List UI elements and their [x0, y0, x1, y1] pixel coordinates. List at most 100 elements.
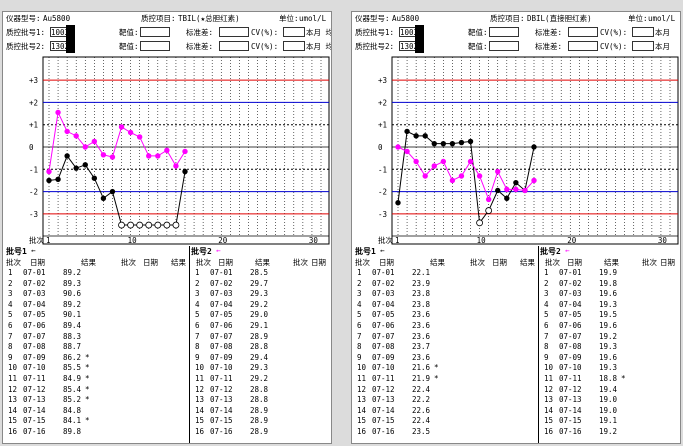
data-point-2	[155, 153, 161, 159]
lot2-row-date: 07-08	[210, 342, 233, 352]
lot1-row-result: 21.6	[412, 363, 431, 373]
lot2-row-date: 07-10	[210, 363, 233, 373]
y-tick-label: -2	[29, 188, 38, 197]
cv-label: CV(%):	[600, 28, 628, 37]
lot2-row-date: 07-14	[559, 405, 582, 415]
x-tick-label: 20	[218, 236, 228, 245]
lot1-row-batch: 16	[8, 427, 18, 436]
data-point-2	[504, 186, 510, 193]
lot1-row-batch: 8	[8, 342, 13, 352]
plot-area	[391, 56, 679, 245]
data-point-1	[109, 188, 116, 195]
data-point-2	[495, 168, 501, 175]
data-point-2	[146, 153, 152, 159]
target-label: 靶值:	[468, 42, 488, 51]
lot1-row-date: 07-06	[372, 321, 395, 330]
lot1-row-batch: 7	[8, 331, 13, 341]
data-point-1	[55, 176, 61, 183]
lot1-row-batch: 2	[357, 278, 362, 288]
lot1-row-result: 89.8	[63, 427, 82, 436]
lot1-row-flag: *	[85, 374, 90, 383]
lot1-row-batch: 10	[8, 363, 18, 373]
lot2-row-date: 07-03	[210, 289, 233, 299]
cv-label: CV(%):	[251, 28, 279, 37]
col-date-3: 日期	[218, 258, 233, 267]
lot1-row-result: 22.4	[412, 384, 431, 394]
lot2-header: 批号2	[191, 247, 212, 256]
lot1-row-batch: 11	[357, 374, 367, 383]
data-point-1	[413, 133, 419, 139]
data-point-1	[395, 200, 401, 206]
col-result-3: 结果	[604, 258, 619, 267]
data-point-2	[467, 158, 474, 165]
sd-box	[568, 41, 598, 51]
col-batch: 批次	[6, 258, 21, 267]
data-point-1	[64, 153, 70, 159]
data-point-1	[100, 195, 107, 201]
data-point-1	[172, 221, 180, 229]
lot1-row-date: 07-11	[372, 374, 395, 383]
lot2-row-batch: 5	[195, 310, 200, 320]
stats-box	[489, 27, 519, 37]
data-point-2	[404, 148, 410, 155]
lot1-row-date: 07-16	[372, 427, 395, 436]
lot1-row-batch: 14	[357, 405, 367, 415]
col-result-2: 结果	[171, 258, 186, 267]
lot2-row-date: 07-05	[210, 310, 233, 320]
lot2-row-batch: 13	[544, 395, 554, 405]
lot1-row-batch: 3	[357, 289, 362, 299]
lot2-row-result: 19.0	[599, 405, 618, 415]
lot1-row-date: 07-10	[23, 363, 46, 373]
lot2-row-date: 07-03	[559, 289, 582, 299]
lot2-row-result: 28.8	[250, 395, 269, 405]
lot2-row-result: 19.0	[599, 395, 618, 405]
lot1-row-date: 07-13	[372, 395, 395, 405]
data-point-1	[458, 139, 465, 146]
sd-label: 标准差:	[186, 42, 214, 51]
lot2-row-batch: 9	[544, 352, 549, 362]
y-tick-label: -2	[378, 188, 387, 197]
data-point-1	[504, 195, 510, 201]
lot2-row-result: 19.3	[599, 299, 618, 309]
lot1-row-result: 23.8	[412, 299, 431, 309]
data-point-2	[118, 124, 125, 130]
lot1-arrow-icon: ←	[380, 246, 385, 255]
lot1-row-date: 07-04	[372, 299, 395, 309]
lot1-row-date: 07-01	[372, 268, 395, 277]
lot2-row-batch: 11	[544, 374, 554, 383]
lot2-row-batch: 16	[195, 427, 205, 436]
lot2-row-batch: 7	[195, 331, 200, 341]
series-line-1	[397, 130, 535, 225]
qc-item-label: 质控项目:	[141, 14, 176, 23]
lot2-row-result: 29.0	[250, 310, 269, 320]
lot1-row-batch: 12	[357, 384, 367, 394]
lot2-row-batch: 13	[195, 395, 205, 405]
lot1-row-batch: 8	[357, 342, 362, 352]
lot1-row-batch: 12	[8, 384, 18, 394]
lot1-label: 质控批号1:	[355, 28, 395, 37]
data-point-1	[118, 221, 125, 229]
data-point-1	[495, 187, 501, 194]
lot1-row-batch: 11	[8, 374, 18, 383]
data-point-1	[182, 168, 188, 175]
lot1-row-batch: 10	[357, 363, 367, 373]
col-result-3: 结果	[255, 258, 270, 267]
lot1-row-result: 89.2	[63, 299, 82, 309]
x-axis-title: 批次	[29, 235, 44, 245]
lot1-row-batch: 7	[357, 331, 362, 341]
lot1-row-batch: 13	[8, 395, 18, 405]
lot1-row-batch: 15	[8, 416, 18, 426]
data-point-1	[145, 221, 153, 229]
lot2-row-result: 29.3	[250, 289, 269, 299]
lot1-row-date: 07-10	[372, 363, 395, 373]
stats-box	[489, 41, 519, 51]
data-point-2	[82, 144, 88, 150]
lot1-row-date: 07-15	[23, 416, 46, 426]
lot2-row-batch: 6	[544, 321, 549, 330]
lot2-value: 1302	[51, 42, 70, 51]
unit-label: 单位:	[628, 14, 648, 23]
lot1-row-flag: *	[434, 374, 439, 383]
qc-panel-tbil: 仪器型号:Au5800 质控项目:TBIL(★总胆红素) 单位:umol/L 浓质控…	[2, 11, 332, 444]
lot2-row-result: 28.5	[250, 268, 269, 277]
lot2-row-date: 07-11	[559, 374, 582, 383]
